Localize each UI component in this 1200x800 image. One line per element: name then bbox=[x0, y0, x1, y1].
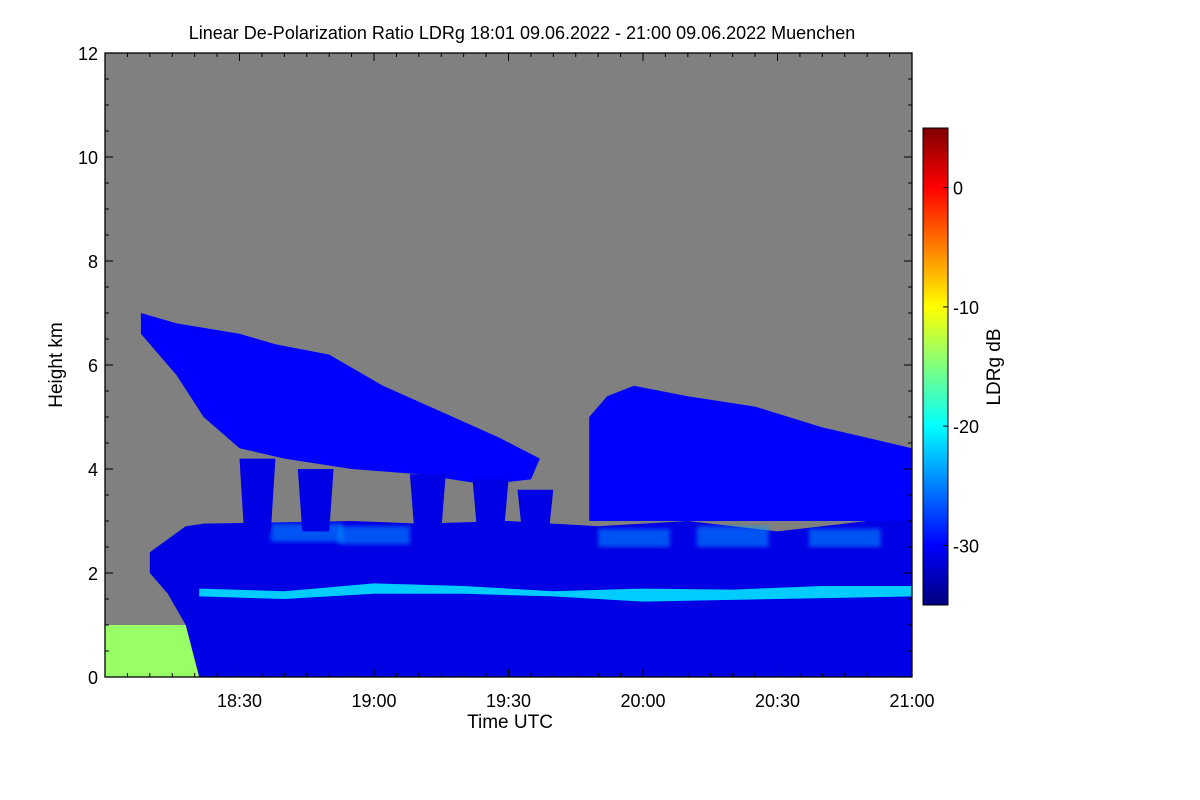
x-tick-label: 20:30 bbox=[755, 691, 800, 711]
y-tick-label: 2 bbox=[88, 564, 98, 584]
x-axis-label: Time UTC bbox=[467, 712, 553, 733]
y-tick-label: 0 bbox=[88, 668, 98, 688]
cloud-layer bbox=[297, 469, 334, 532]
cloud-layer bbox=[517, 489, 554, 532]
y-tick-label: 12 bbox=[78, 44, 98, 64]
y-tick-label: 4 bbox=[88, 460, 98, 480]
cloud-layer bbox=[409, 474, 446, 532]
y-tick-label: 10 bbox=[78, 148, 98, 168]
y-tick-label: 8 bbox=[88, 252, 98, 272]
x-axis: 18:30 19:00 19:30 20:00 20:30 21:00 bbox=[126, 53, 935, 711]
colorbar-label: LDRg dB bbox=[984, 328, 1005, 405]
y-axis-label: Height km bbox=[46, 322, 67, 408]
y-axis: 0 2 4 6 8 10 12 bbox=[78, 44, 912, 688]
colorbar-tick-label: -20 bbox=[953, 417, 979, 437]
cloud-layer bbox=[239, 458, 276, 532]
chart-title: Linear De-Polarization Ratio LDRg 18:01 … bbox=[189, 23, 855, 43]
x-tick-label: 19:30 bbox=[486, 691, 531, 711]
plot-area bbox=[104, 52, 913, 678]
cloud-layer bbox=[149, 521, 912, 677]
cloud-texture bbox=[696, 526, 769, 547]
x-tick-label: 21:00 bbox=[889, 691, 934, 711]
colorbar-tick-label: 0 bbox=[953, 179, 963, 199]
colorbar-tick-label: -10 bbox=[953, 298, 979, 318]
colorbar: 0 -10 -20 -30 LDRg dB bbox=[922, 127, 1005, 606]
cloud-layer bbox=[589, 385, 912, 521]
cloud-texture bbox=[598, 528, 670, 547]
x-tick-label: 20:00 bbox=[620, 691, 665, 711]
cloud-texture bbox=[808, 528, 881, 547]
cloud-layer bbox=[105, 625, 204, 677]
x-tick-label: 18:30 bbox=[217, 691, 262, 711]
cloud-layer bbox=[472, 479, 509, 532]
y-tick-label: 6 bbox=[88, 356, 98, 376]
cloud-texture bbox=[338, 526, 410, 545]
colorbar-scale bbox=[922, 127, 949, 606]
cloud-layer bbox=[140, 313, 540, 485]
x-tick-label: 19:00 bbox=[351, 691, 396, 711]
colorbar-tick-label: -30 bbox=[953, 536, 979, 556]
cloud-layer bbox=[199, 583, 912, 602]
